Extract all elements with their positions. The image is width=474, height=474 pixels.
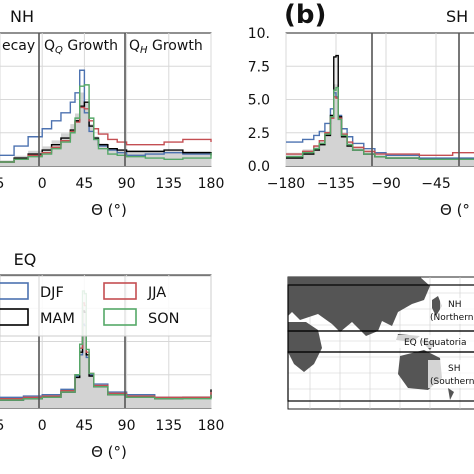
nh-x-tick-label: 0 (38, 176, 47, 192)
eq-x-ticks: 5 0 45 90 135 180 (0, 418, 224, 434)
nh-region-decay: ecay (2, 38, 35, 54)
nh-x-tick-label: 45 (75, 176, 93, 192)
nh-title: NH (10, 7, 34, 26)
nh-x-ticks: 5 0 45 90 135 180 (0, 176, 224, 192)
sh-y-tick-label: 10. (248, 26, 270, 42)
eq-x-tick-label: 135 (155, 418, 182, 434)
eq-x-tick-label: 0 (38, 418, 47, 434)
sh-panel-label: (b) (284, 0, 326, 30)
map-label-sh: SH (Southern Hem (428, 360, 474, 388)
panel-eq: EQ 5 0 45 90 135 180 Θ (°) DJF JJA MAM SON (0, 250, 224, 461)
map-label-nh: NH (Northern Hem (430, 298, 474, 324)
map-region-sh (287, 351, 474, 402)
legend-swatch-djf (0, 282, 29, 300)
sh-y-tick-label: 7.5 (248, 59, 270, 75)
sh-x-tick-label: −45 (421, 176, 451, 192)
sh-mean-area (286, 84, 474, 166)
nh-series-jja (0, 106, 212, 163)
nh-series-son (0, 84, 212, 163)
eq-x-label: Θ (°) (91, 443, 127, 461)
legend-swatch-jja (103, 282, 137, 300)
sh-y-tick-label: 0.0 (248, 159, 270, 175)
nh-x-tick-label: 180 (198, 176, 225, 192)
map-label-eq: EQ (Equatoria (396, 335, 474, 348)
nh-x-tick-label: 5 (0, 176, 4, 192)
legend-swatch-mam (0, 308, 29, 326)
sh-x-tick-label: −180 (267, 176, 305, 192)
map-nh-code: NH (448, 300, 462, 310)
legend: DJF JJA MAM SON (0, 282, 179, 327)
nh-x-label: Θ (°) (91, 201, 127, 219)
nh-region-qh-growth: QH Growth (129, 38, 203, 56)
sh-series-son (286, 86, 474, 161)
legend-label-jja: JJA (147, 285, 166, 301)
map-eq-name: EQ (Equatoria (404, 338, 467, 348)
eq-title: EQ (14, 250, 37, 269)
legend-swatch-son (103, 308, 137, 326)
sh-title: SH (446, 7, 468, 26)
eq-x-tick-label: 180 (198, 418, 225, 434)
sh-y-tick-label: 2.5 (248, 126, 270, 142)
nh-x-tick-label: 90 (118, 176, 136, 192)
nh-series-mam (0, 101, 212, 163)
eq-x-tick-label: 5 (0, 418, 4, 434)
sh-fill (286, 84, 474, 166)
sh-series (286, 54, 474, 161)
legend-label-mam: MAM (40, 311, 75, 327)
legend-label-son: SON (148, 311, 179, 327)
sh-y-tick-label: 5.0 (248, 93, 270, 109)
eq-x-tick-label: 45 (75, 418, 93, 434)
nh-series-djf (0, 69, 211, 157)
sh-grid (285, 33, 474, 166)
sh-x-tick-label: −135 (317, 176, 355, 192)
legend-label-djf: DJF (40, 285, 64, 301)
map-inset: NH (Northern Hem EQ (Equatoria SH (South… (287, 276, 474, 410)
map-sh-name: (Southern Hem (430, 377, 474, 387)
sh-y-ticks: 0.0 2.5 5.0 7.5 10. (248, 26, 270, 175)
nh-series (0, 69, 212, 163)
map-nh-name: (Northern Hem (430, 313, 474, 323)
nh-region-qq-growth: QQ Growth (44, 38, 118, 56)
sh-x-tick-label: −90 (371, 176, 401, 192)
sh-x-ticks: −180−135−90−450 (267, 176, 451, 192)
panel-sh: (b) SH 0.02.55.07.510. −180−135−90−450 Θ… (248, 0, 474, 219)
nh-x-tick-label: 135 (155, 176, 182, 192)
sh-x-label: Θ (° (440, 201, 470, 219)
eq-x-tick-label: 90 (118, 418, 136, 434)
legend-box (0, 275, 212, 337)
panel-nh: NH ecay QQ Growth QH Growth 5 0 45 90 135 180… (0, 7, 224, 219)
map-sh-code: SH (448, 364, 460, 374)
